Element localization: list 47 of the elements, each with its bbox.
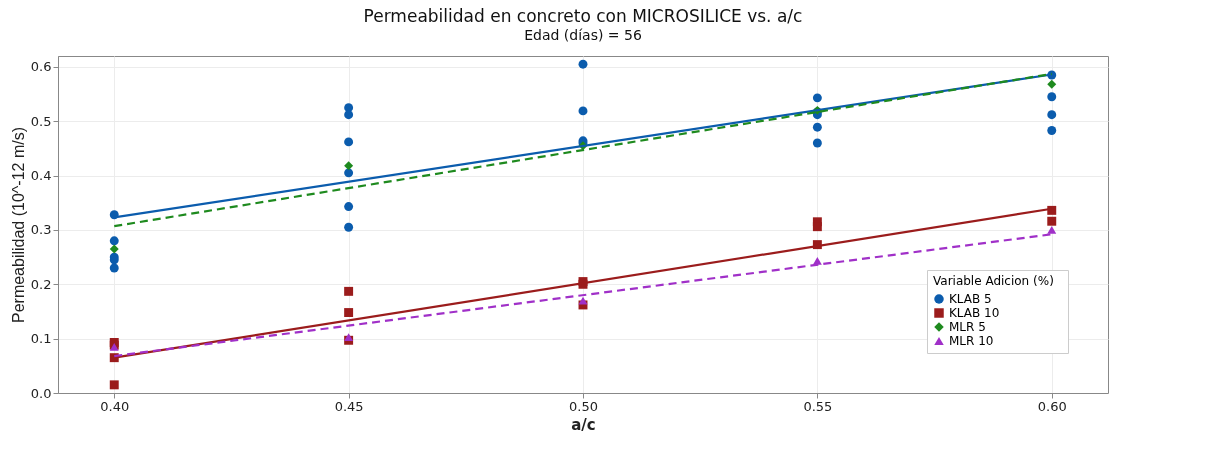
point (1047, 216, 1057, 226)
point (812, 222, 822, 232)
chart-title: Permeabilidad en concreto con MICROSILICE vs. a/c (363, 6, 803, 26)
point (812, 93, 822, 103)
point (109, 236, 119, 246)
point (344, 308, 354, 318)
legend-label: MLR 5 (949, 320, 986, 334)
y-tick-label: 0.6 (30, 59, 52, 75)
point (1047, 126, 1057, 135)
point (344, 110, 354, 120)
point (1047, 110, 1057, 120)
point (344, 161, 354, 171)
legend-label: KLAB 10 (949, 306, 1000, 320)
point (344, 286, 354, 296)
x-tick-label: 0.55 (803, 398, 833, 414)
x-tick-label: 0.45 (334, 398, 364, 414)
point (344, 202, 354, 212)
point (1047, 226, 1057, 234)
point (109, 380, 119, 390)
point (344, 168, 354, 178)
x-tick-label: 0.40 (100, 398, 130, 414)
point (344, 333, 354, 341)
x-tick-label: 0.60 (1037, 398, 1067, 414)
point (109, 244, 119, 254)
point (812, 122, 822, 132)
point (344, 222, 354, 232)
point (812, 138, 822, 148)
y-tick-label: 0.1 (30, 331, 52, 347)
legend-title: Variable Adicion (%) (933, 274, 1054, 288)
x-axis-title: a/c (571, 415, 596, 434)
y-tick-label: 0.3 (30, 222, 52, 238)
point (109, 263, 119, 273)
y-tick-label: 0.2 (30, 276, 52, 292)
point (578, 106, 588, 116)
y-axis-title: Permeabilidad (10^-12 m/s) (9, 126, 27, 324)
y-tick-label: 0.5 (30, 113, 52, 129)
point (344, 137, 354, 147)
x-tick-label: 0.50 (569, 398, 598, 414)
y-tick-label: 0.4 (30, 168, 52, 184)
point (1047, 92, 1057, 102)
point (578, 59, 588, 69)
legend-label: MLR 10 (949, 334, 994, 348)
point (1047, 79, 1057, 89)
y-tick-label: 0.0 (30, 385, 52, 401)
point (812, 257, 822, 265)
chart-subtitle: Edad (días) = 56 (524, 27, 642, 43)
legend-label: KLAB 5 (949, 292, 992, 306)
